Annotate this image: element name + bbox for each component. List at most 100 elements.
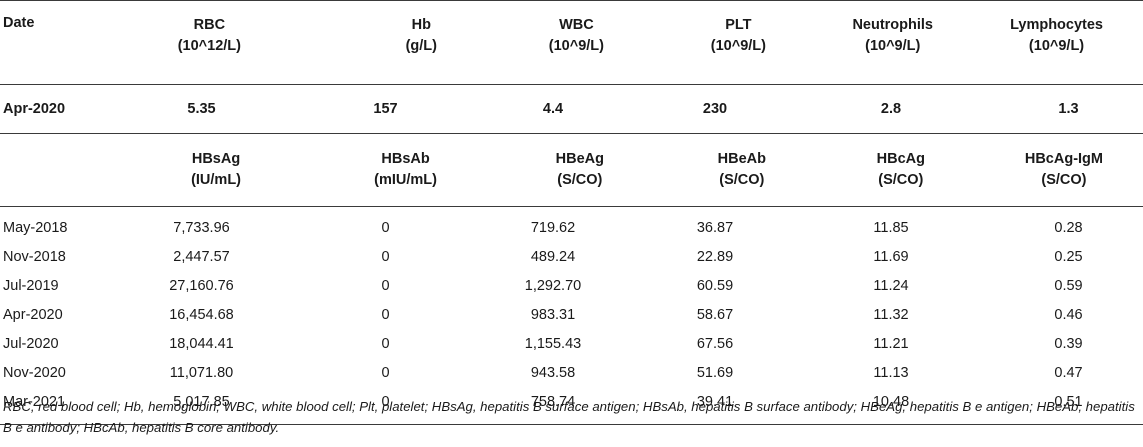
hbsab-header-name: HBsAb [381,151,430,167]
table-row: Jul-2019 27,160.76 0 1,292.70 60.59 11.2… [0,271,1143,300]
hbcag-value: 11.24 [781,271,963,300]
rbc-header-unit: (10^12/L) [177,38,241,54]
cell-text: 11.21 [873,335,909,352]
hbeag-column-header: HBeAg (S/CO) [437,134,609,207]
rbc-value-text: 5.35 [187,101,216,117]
date-column-header: Date [3,15,35,31]
lymphocytes-header-name: Lymphocytes [1010,17,1103,33]
lymphocytes-header-unit: (10^9/L) [1028,38,1085,54]
hbsag-header-name: HBsAg [191,151,241,167]
cell-text: 983.31 [530,306,576,323]
hbcag-value: 11.21 [781,329,963,358]
hbeag-value: 1,292.70 [437,271,609,300]
hbsab-value: 0 [265,271,437,300]
serology-header-empty [0,134,108,207]
hbsab-value: 0 [265,242,437,271]
rbc-header-name: RBC [193,17,226,33]
cell-text: 758.74 [530,393,576,410]
cell-text: 489.24 [530,248,576,265]
wbc-header-unit: (10^9/L) [548,38,604,54]
hbsab-value: 0 [265,207,437,243]
neutrophils-header-name: Neutrophils [852,17,933,33]
cell-text: 11.24 [873,277,909,294]
hbsab-value: 0 [265,358,437,387]
cell-text: 0.46 [1054,306,1083,323]
neutrophils-value-text: 2.8 [880,101,902,117]
hbeag-value: 983.31 [437,300,609,329]
cell-text: 0.25 [1054,248,1083,265]
cell-text: 0.47 [1054,364,1083,381]
row-date: Nov-2018 [3,248,66,265]
hbcag-header-name: HBcAg [876,151,925,167]
row-date: Nov-2020 [3,364,66,381]
hbcag-igm-value: 0.51 [963,387,1143,425]
cell-text: 7,733.96 [173,219,230,236]
cell-text: 27,160.76 [169,277,234,294]
hbeab-header-unit: (S/CO) [719,172,765,188]
plt-header-unit: (10^9/L) [710,38,766,54]
cell-text: 1,155.43 [524,335,582,352]
cell-text: 10.48 [872,393,910,410]
cell-text: 60.59 [696,277,734,294]
plt-column-header: PLT (10^9/L) [609,1,781,85]
cell-text: 0.39 [1054,335,1083,352]
cell-text: 0 [381,364,390,381]
hbeab-value: 67.56 [609,329,781,358]
hbeag-header-name: HBeAg [555,151,604,167]
hbsab-value: 0 [265,329,437,358]
row-date: May-2018 [3,219,68,236]
hbcag-igm-header-name: HBcAg-IgM [1024,151,1103,167]
wbc-column-header: WBC (10^9/L) [437,1,609,85]
hbcag-igm-value: 0.47 [963,358,1143,387]
cell-text: 11.85 [873,219,909,236]
table-row: Mar-2021 5,017.85 0 758.74 39.41 10.48 0… [0,387,1143,425]
lymphocytes-value: 1.3 [963,85,1143,134]
hbsag-value: 27,160.76 [108,271,265,300]
blood-count-date: Apr-2020 [3,101,66,117]
table-row: May-2018 7,733.96 0 719.62 36.87 11.85 0… [0,207,1143,243]
lymphocytes-value-text: 1.3 [1058,101,1079,117]
blood-count-row: Apr-2020 5.35 157 4.4 230 2.8 1.3 [0,85,1143,134]
cell-text: 1,292.70 [524,277,582,294]
cell-text: 18,044.41 [169,335,234,352]
hbcag-value: 11.69 [781,242,963,271]
cell-text: 11.69 [873,248,909,265]
hbsab-header-unit: (mIU/mL) [374,172,437,188]
cell-text: 16,454.68 [169,306,234,323]
cell-text: 67.56 [696,335,734,352]
cell-text: 11.32 [873,306,909,323]
plt-value-text: 230 [702,101,728,117]
plt-value: 230 [609,85,781,134]
row-date: Apr-2020 [3,306,63,323]
cell-text: 2,447.57 [173,248,230,265]
serology-header-row: HBsAg (IU/mL) HBsAb (mIU/mL) HBeAg (S/CO… [0,134,1143,207]
hb-header-name: Hb [411,17,431,33]
table-row: Jul-2020 18,044.41 0 1,155.43 67.56 11.2… [0,329,1143,358]
row-date: Jul-2019 [3,277,59,294]
wbc-value-text: 4.4 [542,101,564,117]
plt-header-name: PLT [725,17,752,33]
cell-text: 0 [381,219,390,236]
hbsab-column-header: HBsAb (mIU/mL) [265,134,437,207]
cell-text: 0.59 [1054,277,1083,294]
table-footnote: RBC, red blood cell; Hb, hemoglobin; WBC… [3,399,1135,435]
cell-text: 0 [381,277,390,294]
rbc-column-header: RBC (10^12/L) [108,1,265,85]
hbsag-value: 11,071.80 [108,358,265,387]
hbeab-value: 36.87 [609,207,781,243]
cell-text: 5,017.85 [173,393,230,410]
blood-count-header-row: Date RBC (10^12/L) Hb (g/L) WBC (10^9/L)… [0,0,1143,85]
table-row: Apr-2020 16,454.68 0 983.31 58.67 11.32 … [0,300,1143,329]
hbeab-value: 39.41 [609,387,781,425]
hbcag-igm-header-unit: (S/CO) [1041,172,1087,188]
hbcag-value: 11.32 [781,300,963,329]
hbcag-igm-value: 0.59 [963,271,1143,300]
cell-text: 0 [381,306,390,323]
hbsag-value: 5,017.85 [108,387,265,425]
hbsab-value: 0 [265,300,437,329]
hbcag-igm-value: 0.39 [963,329,1143,358]
row-date: Mar-2021 [3,393,66,410]
hbeag-header-unit: (S/CO) [557,172,603,188]
hbeag-value: 1,155.43 [437,329,609,358]
hbcag-igm-value: 0.25 [963,242,1143,271]
